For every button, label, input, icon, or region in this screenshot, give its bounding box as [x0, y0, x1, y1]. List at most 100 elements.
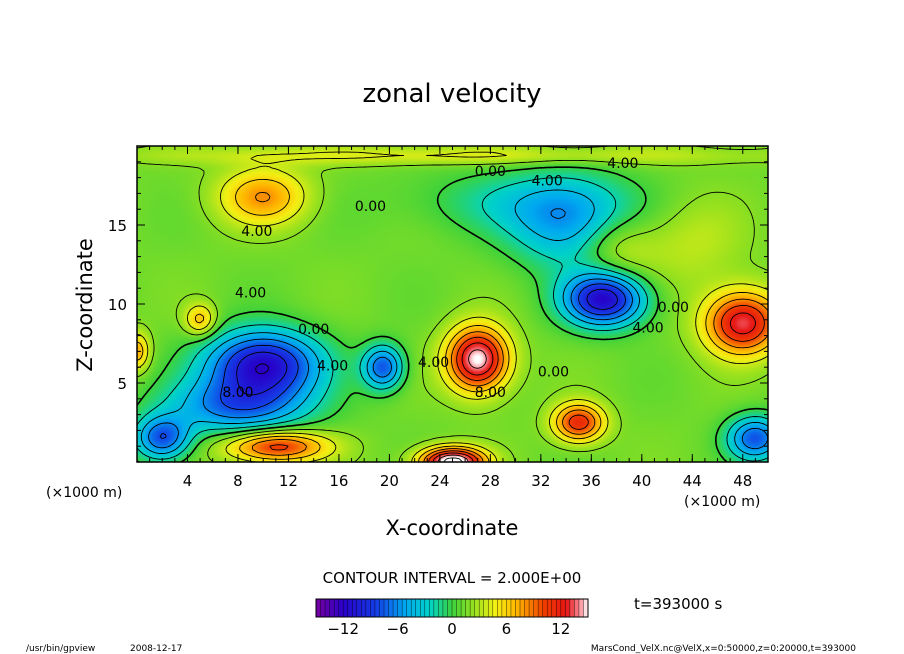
x-tick-label: 24 [430, 472, 449, 490]
colorbar-cell [347, 599, 353, 617]
colorbar-cell [447, 599, 453, 617]
colorbar-cell [538, 599, 543, 617]
colorbar-cell [501, 599, 507, 617]
x-tick-label: 40 [632, 472, 651, 490]
colorbar-cell [442, 599, 448, 617]
colorbar-tick-label: −12 [327, 620, 359, 638]
contour-label: 0.00 [658, 300, 689, 316]
x-tick-label: 44 [683, 472, 702, 490]
x-tick-label: 32 [531, 472, 550, 490]
colorbar-cell [547, 599, 553, 617]
colorbar-cell [456, 599, 462, 617]
colorbar-cells [316, 599, 589, 617]
colorbar-cell [420, 599, 426, 617]
colorbar-cell [492, 599, 498, 617]
x-tick-label: 36 [582, 472, 601, 490]
colorbar-cell [474, 599, 480, 617]
colorbar-cell [393, 599, 398, 617]
colorbar-cell [515, 599, 521, 617]
x-axis-ticks: 4 8 12 16 20 24 28 32 36 40 44 48 [149, 146, 756, 490]
colorbar-tick-label: −6 [387, 620, 409, 638]
colorbar-cell [510, 599, 516, 617]
colorbar-cell [551, 599, 557, 617]
contour-label: 4.00 [418, 355, 449, 371]
x-tick-label: 28 [481, 472, 500, 490]
colorbar-cell [424, 599, 430, 617]
contour-label: 8.00 [222, 385, 253, 401]
contour-label: 0.00 [475, 164, 506, 180]
colorbar-cell [578, 599, 584, 617]
colorbar-cell [365, 599, 371, 617]
colorbar-cell [374, 599, 380, 617]
contour-line [137, 146, 768, 462]
colorbar-cell [343, 599, 349, 617]
contour-line [251, 191, 768, 462]
colorbar-cell [433, 599, 439, 617]
x-tick-label: 48 [733, 472, 752, 490]
contour-labels: 0.00 4.00 4.00 0.00 4.00 4.00 0.00 4.00 8.00 4.00… [222, 156, 689, 401]
colorbar-ticks: −12 −6 0 6 12 [327, 620, 570, 638]
colorbar-cell [402, 599, 407, 617]
contour-line [236, 288, 618, 396]
colorbar-cell [556, 599, 562, 617]
colorbar-cell [415, 599, 421, 617]
x-tick-label: 16 [329, 472, 348, 490]
colorbar-cell [488, 599, 494, 617]
colorbar-cell [406, 599, 412, 617]
colorbar-tick-label: 6 [502, 620, 512, 638]
contour-interval-text: CONTOUR INTERVAL = 2.000E+00 [323, 569, 582, 587]
colorbar-cell [411, 599, 417, 617]
contour-label: 4.00 [241, 224, 272, 240]
colorbar-cell [370, 599, 376, 617]
colorbar-cell [379, 599, 385, 617]
colorbar-cell [320, 599, 326, 617]
x-tick-label: 4 [183, 472, 193, 490]
contour-line [432, 312, 756, 462]
colorbar-cell [384, 599, 389, 617]
y-axis-label: Z-coordinate [73, 238, 97, 372]
colorbar-cell [497, 599, 503, 617]
y-axis-ticks: 5 10 15 [108, 161, 768, 447]
colorbar-cell [334, 599, 339, 617]
colorbar-cell [506, 599, 512, 617]
colorbar-cell [461, 599, 466, 617]
y-tick-label: 10 [108, 296, 127, 314]
contour-line [437, 349, 487, 462]
plot-area: 0.00 4.00 4.00 0.00 4.00 4.00 0.00 4.00 8.00 4.00… [136, 145, 769, 463]
contour-line [255, 363, 270, 375]
contour-lines [137, 146, 768, 462]
contour-label: 4.00 [633, 320, 664, 336]
footer-date: 2008-12-17 [130, 644, 182, 654]
colorbar-cell [388, 599, 394, 617]
contour-label: 4.00 [607, 156, 638, 172]
contour-line [137, 177, 768, 462]
contour-line [148, 208, 768, 450]
footer-program: /usr/bin/gpview [26, 644, 95, 654]
colorbar-tick-label: 0 [447, 620, 457, 638]
x-axis-unit-label: (×1000 m) [684, 494, 760, 510]
colorbar-cell [325, 599, 330, 617]
contour-label: 4.00 [317, 358, 348, 374]
colorbar-cell [542, 599, 548, 617]
colorbar: −12 −6 0 6 12 [315, 598, 589, 638]
colorbar-cell [316, 599, 321, 617]
colorbar-cell [479, 599, 485, 617]
contour-label: 0.00 [538, 365, 569, 381]
contour-label: 0.00 [355, 199, 386, 215]
colorbar-cell [429, 599, 435, 617]
contour-line [140, 189, 768, 456]
colorbar-cell [574, 599, 580, 617]
colorbar-cell [569, 599, 575, 617]
colorbar-cell [465, 599, 471, 617]
colorbar-cell [438, 599, 444, 617]
contour-line [137, 151, 768, 462]
time-label: t=393000 s [634, 595, 722, 613]
contour-label: 4.00 [235, 286, 266, 302]
colorbar-frame [315, 598, 589, 618]
colorbar-cell [338, 599, 344, 617]
colorbar-cell [452, 599, 457, 617]
colorbar-cell [352, 599, 358, 617]
colorbar-cell [560, 599, 566, 617]
contour-label: 4.00 [532, 174, 563, 190]
